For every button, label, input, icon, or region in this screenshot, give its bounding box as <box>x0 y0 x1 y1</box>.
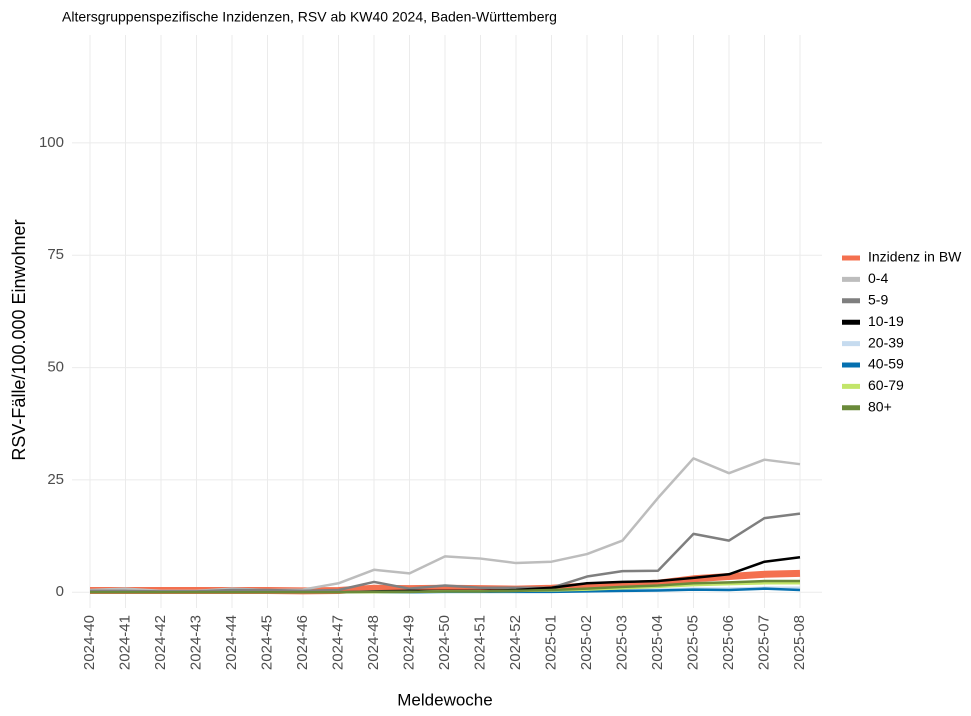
legend-label: 5-9 <box>868 292 888 308</box>
x-tick-label: 2024-51 <box>471 615 488 670</box>
series-line <box>90 512 801 593</box>
x-tick-label: 2024-41 <box>116 615 133 670</box>
x-tick-label: 2024-48 <box>365 615 382 670</box>
x-tick-label: 2024-43 <box>187 615 204 670</box>
x-tick-label: 2025-04 <box>649 615 666 670</box>
legend-label: 80+ <box>868 399 892 415</box>
legend-label: 10-19 <box>868 313 904 329</box>
x-tick-label: 2025-01 <box>542 615 559 670</box>
legend-label: 20-39 <box>868 334 904 350</box>
legend-label: 40-59 <box>868 356 904 372</box>
x-tick-label: 2024-49 <box>400 615 417 670</box>
y-tick-label: 25 <box>47 471 64 488</box>
x-axis-label: Meldewoche <box>397 690 492 709</box>
x-tick-label: 2025-06 <box>720 615 737 670</box>
x-tick-label: 2024-45 <box>258 615 275 670</box>
x-tick-label: 2025-08 <box>791 615 808 670</box>
legend-label: 0-4 <box>868 270 888 286</box>
x-tick-label: 2024-44 <box>223 615 240 670</box>
x-tick-label: 2024-42 <box>152 615 169 670</box>
series-line <box>90 579 800 594</box>
y-axis-label: RSV-Fälle/100.000 Einwohner <box>9 219 29 460</box>
x-tick-label: 2024-52 <box>507 615 524 670</box>
chart-title: Altersgruppenspezifische Inzidenzen, RSV… <box>62 9 557 25</box>
x-tick-label: 2024-50 <box>436 615 453 670</box>
legend-label: 60-79 <box>868 377 904 393</box>
y-tick-label: 50 <box>47 359 64 376</box>
x-tick-label: 2024-47 <box>329 615 346 670</box>
y-tick-label: 75 <box>47 246 64 263</box>
x-tick-label: 2024-40 <box>81 615 98 670</box>
y-tick-label: 100 <box>39 134 64 151</box>
y-tick-label: 0 <box>56 583 64 600</box>
x-tick-label: 2024-46 <box>294 615 311 670</box>
x-tick-label: 2025-05 <box>684 615 701 670</box>
legend-label: Inzidenz in BW <box>868 249 962 265</box>
x-tick-label: 2025-07 <box>755 615 772 670</box>
x-tick-label: 2025-02 <box>578 615 595 670</box>
x-tick-label: 2025-03 <box>613 615 630 670</box>
